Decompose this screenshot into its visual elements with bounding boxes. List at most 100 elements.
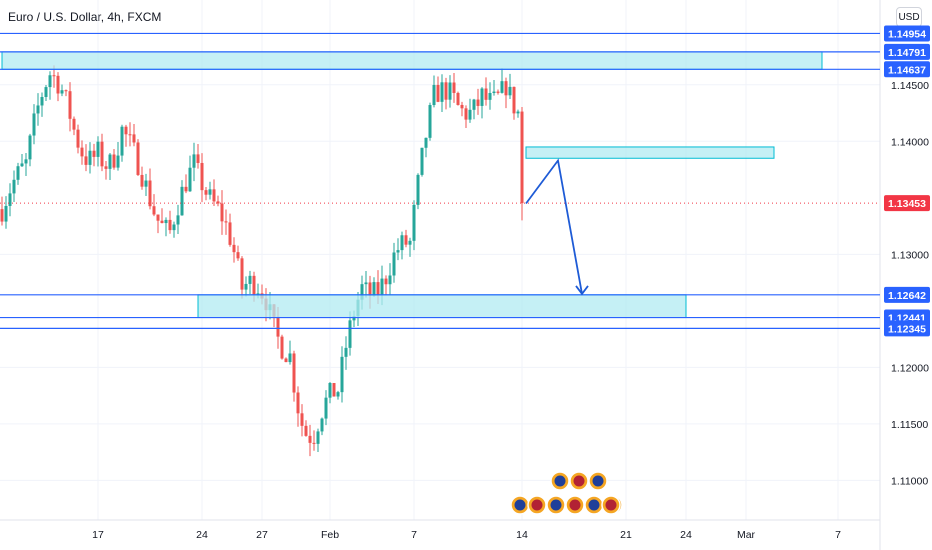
candle-body (332, 383, 336, 397)
candle-body (368, 282, 372, 296)
candle-body (468, 109, 472, 120)
candle-body (192, 154, 196, 168)
time-tick-label: 24 (196, 529, 208, 541)
candle-body (216, 201, 220, 204)
candle-body (292, 353, 296, 393)
flag-icon (592, 475, 604, 487)
candle-body (340, 356, 344, 393)
candle-body (496, 91, 500, 93)
candle-body (128, 134, 132, 136)
candle-body (184, 186, 188, 192)
candle-body (300, 413, 304, 426)
candle-body (304, 425, 308, 436)
candle-body (384, 278, 388, 285)
candle-body (28, 135, 32, 160)
candle-body (16, 166, 20, 180)
time-tick-label: 14 (516, 529, 528, 541)
supply-zone (525, 146, 775, 159)
candle-body (152, 206, 156, 215)
candle-body (228, 222, 232, 245)
candle-body (504, 81, 508, 96)
flag-icon (531, 499, 543, 511)
candle-body (400, 235, 404, 251)
chart-title: Euro / U.S. Dollar, 4h, FXCM (8, 10, 162, 24)
candle-body (440, 82, 444, 102)
candle-body (436, 84, 440, 102)
flag-icon (554, 475, 566, 487)
candle-body (244, 283, 248, 290)
candle-body (284, 358, 288, 363)
price-tick-label: 1.12000 (891, 362, 929, 374)
price-tag (884, 43, 930, 60)
price-tag-label: 1.13453 (888, 198, 926, 210)
candle-body (424, 137, 428, 148)
price-tag-label: 1.12345 (888, 323, 926, 335)
candle-body (320, 418, 324, 432)
candle-body (76, 129, 80, 148)
price-tick-label: 1.14500 (891, 80, 929, 92)
candle-body (8, 193, 12, 206)
candle-body (408, 240, 412, 245)
candle-body (316, 431, 320, 444)
candle-body (344, 347, 348, 357)
price-tag (884, 320, 930, 337)
flag-icon (573, 475, 585, 487)
time-tick-label: 17 (92, 529, 104, 541)
demand-zone (197, 294, 687, 319)
candle-body (420, 147, 424, 175)
candle-body (172, 224, 176, 231)
projection-arrow (525, 158, 583, 295)
price-tag (884, 195, 930, 212)
candle-body (416, 174, 420, 205)
candle-body (160, 220, 164, 224)
candle-body (120, 126, 124, 156)
price-tag (884, 61, 930, 78)
flag-icon (550, 499, 562, 511)
price-tick-label: 1.14000 (891, 136, 929, 148)
candle-body (392, 252, 396, 276)
candle-body (428, 105, 432, 138)
price-tick-label: 1.13000 (891, 249, 929, 261)
candle-body (396, 250, 400, 253)
time-tick-label: 7 (411, 529, 417, 541)
resistance-zone-top (1, 51, 823, 70)
time-tick-label: Mar (737, 529, 756, 541)
candle-body (288, 353, 292, 363)
candle-body (188, 167, 192, 192)
candle-body (456, 92, 460, 105)
candle-body (464, 108, 468, 120)
candle-body (444, 82, 448, 100)
candle-body (48, 75, 52, 88)
candle-body (208, 189, 212, 195)
candle-body (460, 104, 464, 109)
candle-body (4, 205, 8, 222)
price-tag-label: 1.12642 (888, 290, 926, 302)
candle-body (224, 221, 228, 223)
candle-body (56, 75, 60, 94)
candle-body (360, 284, 364, 300)
candle-body (276, 316, 280, 337)
flag-icon (569, 499, 581, 511)
candle-body (144, 180, 148, 187)
candle-body (36, 105, 40, 114)
candle-body (296, 392, 300, 414)
candle-body (96, 141, 100, 157)
candle-body (412, 204, 416, 241)
candle-body (44, 87, 48, 98)
time-tick-label: 24 (680, 529, 692, 541)
price-tag (884, 286, 930, 303)
candle-body (512, 86, 516, 114)
candle-body (124, 126, 128, 135)
candle-body (116, 155, 120, 168)
candle-body (88, 150, 92, 165)
candle-body (196, 154, 200, 163)
candle-body (180, 186, 184, 216)
candle-body (212, 189, 216, 202)
candle-body (492, 91, 496, 93)
candle-body (200, 162, 204, 191)
candle-body (472, 99, 476, 110)
candle-body (484, 88, 488, 100)
candle-body (164, 219, 168, 224)
time-tick-label: Feb (321, 529, 339, 541)
